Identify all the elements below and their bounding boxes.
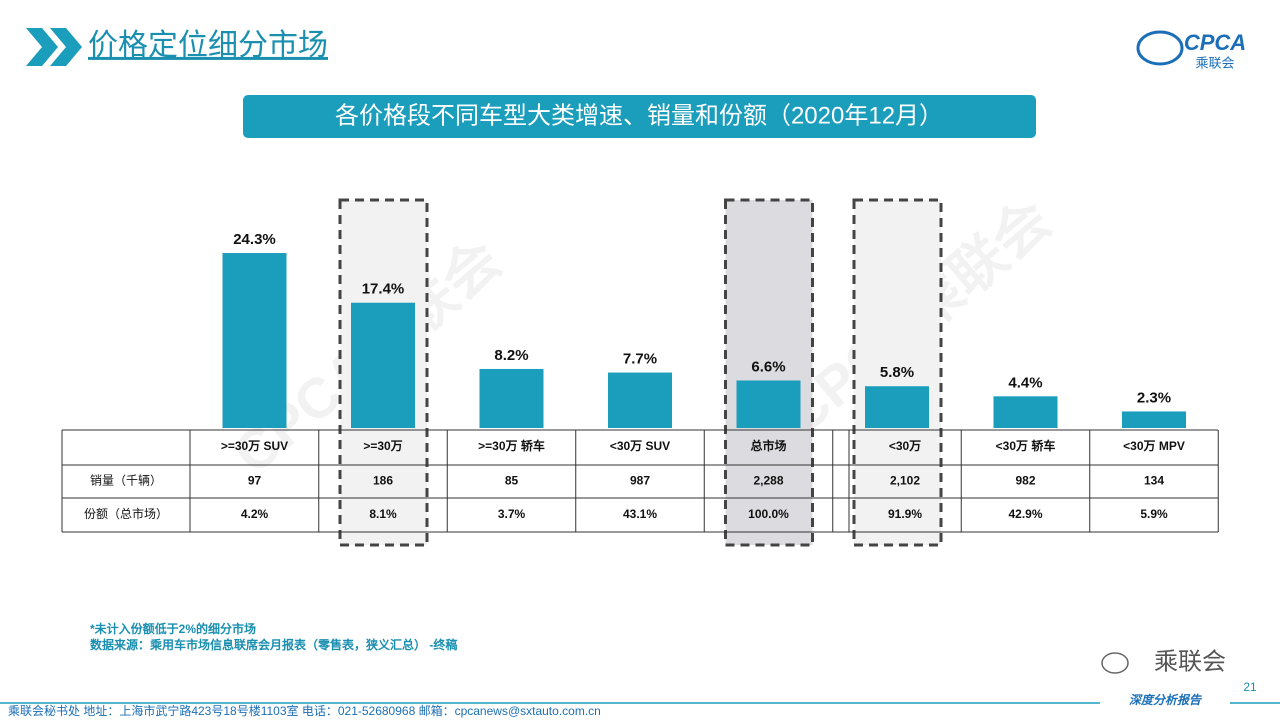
table-cell: 42.9% [1008,507,1042,521]
row-header: 销量（千辆） [90,474,162,488]
footer-tag: 深度分析报告 [1129,693,1203,707]
column-header: 总市场 [750,438,786,453]
bar [608,372,672,428]
chevrons [26,28,82,66]
logo-subtitle: 乘联会 [1195,55,1234,70]
table-cell: 97 [248,474,262,488]
table-cell: 3.7% [498,507,526,521]
plot: 24.3% 17.4% 8.2% 7.7% 6.6% 5.8% 4.4% 2.3% >=30万 … [61,231,1219,533]
highlight-box [852,198,943,547]
value-label: 4.4% [1008,374,1042,391]
column-header: <30万 MPV [1123,439,1185,453]
value-label: 24.3% [233,231,276,248]
bar [736,380,801,428]
page-number: 21 [1243,680,1257,694]
table-cell: 982 [1015,474,1035,488]
value-label: 2.3% [1137,389,1171,406]
wechat-name: 乘联会 [1154,648,1226,675]
value-label: 6.6% [751,358,785,375]
table-cell: 5.9% [1140,507,1168,521]
page-title: 价格定位细分市场 [88,29,328,62]
footer-contact: 乘联会秘书处 地址：上海市武宁路423号18号楼1103室 电话：021-526… [8,703,601,718]
table-cell: 43.1% [623,507,657,521]
value-label: 7.7% [623,351,657,368]
bar [1122,411,1186,428]
value-label: 8.2% [494,347,528,364]
table-cell: 2,102 [890,474,920,488]
bar [351,302,415,428]
table-cell: 91.9% [888,507,922,521]
row-header: 份额（总市场） [84,506,168,521]
value-label: 17.4% [362,281,405,298]
column-header: <30万 [889,439,921,453]
table-cell: 134 [1144,474,1164,488]
table-cell: 2,288 [753,474,783,488]
wechat-icon [1101,652,1129,674]
bar [993,396,1058,428]
column-header: <30万 SUV [610,439,670,453]
table-cell: 8.1% [369,507,397,521]
logo-text: CPCA [1184,30,1246,55]
table-cell: 987 [630,474,650,488]
table-cell: 186 [373,474,393,488]
table-cell: 4.2% [241,507,269,521]
note: 数据来源：乘用车市场信息联席会月报表（零售表，狭义汇总） -终稿 [90,637,457,652]
logo-mark [1136,30,1184,66]
bar [222,253,287,428]
column-header: >=30万 [363,439,402,453]
highlights [338,198,943,547]
banner [243,95,1036,138]
table-cell: 85 [505,474,519,488]
chart-title: 各价格段不同车型大类增速、销量和份额（2020年12月） [335,102,943,129]
bar [865,386,929,428]
column-header: <30万 轿车 [996,438,1056,453]
table-cell: 100.0% [748,507,789,521]
value-label: 5.8% [880,364,914,381]
note: *未计入份额低于2%的细分市场 [90,621,256,636]
bar [479,368,544,428]
column-header: >=30万 轿车 [478,438,545,453]
column-header: >=30万 SUV [221,439,288,453]
highlight-box [724,198,814,547]
tag-bg [1100,693,1230,709]
